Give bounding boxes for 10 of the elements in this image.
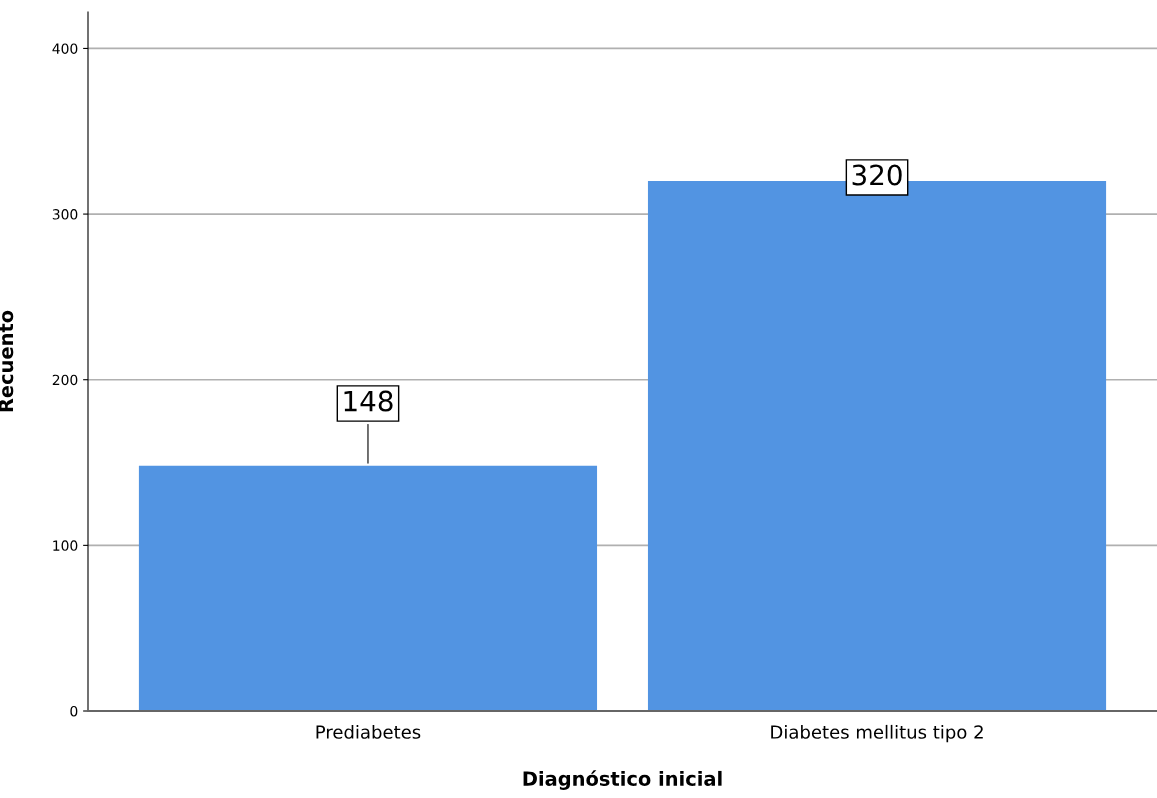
y-tick-label: 100 [53, 540, 78, 551]
y-tick-label: 300 [52, 209, 78, 220]
y-tick-label: 200 [52, 374, 78, 386]
data-label: 320 [852, 164, 902, 186]
data-label: 148 [344, 390, 393, 412]
x-axis-title: Diagnóstico inicial [523, 770, 722, 790]
y-tick-label: 0 [70, 705, 78, 717]
x-tick-label: Prediabetes [316, 724, 421, 739]
y-tick-label: 400 [52, 43, 78, 54]
x-tick-label: Diabetes mellitus tipo 2 [771, 724, 983, 743]
